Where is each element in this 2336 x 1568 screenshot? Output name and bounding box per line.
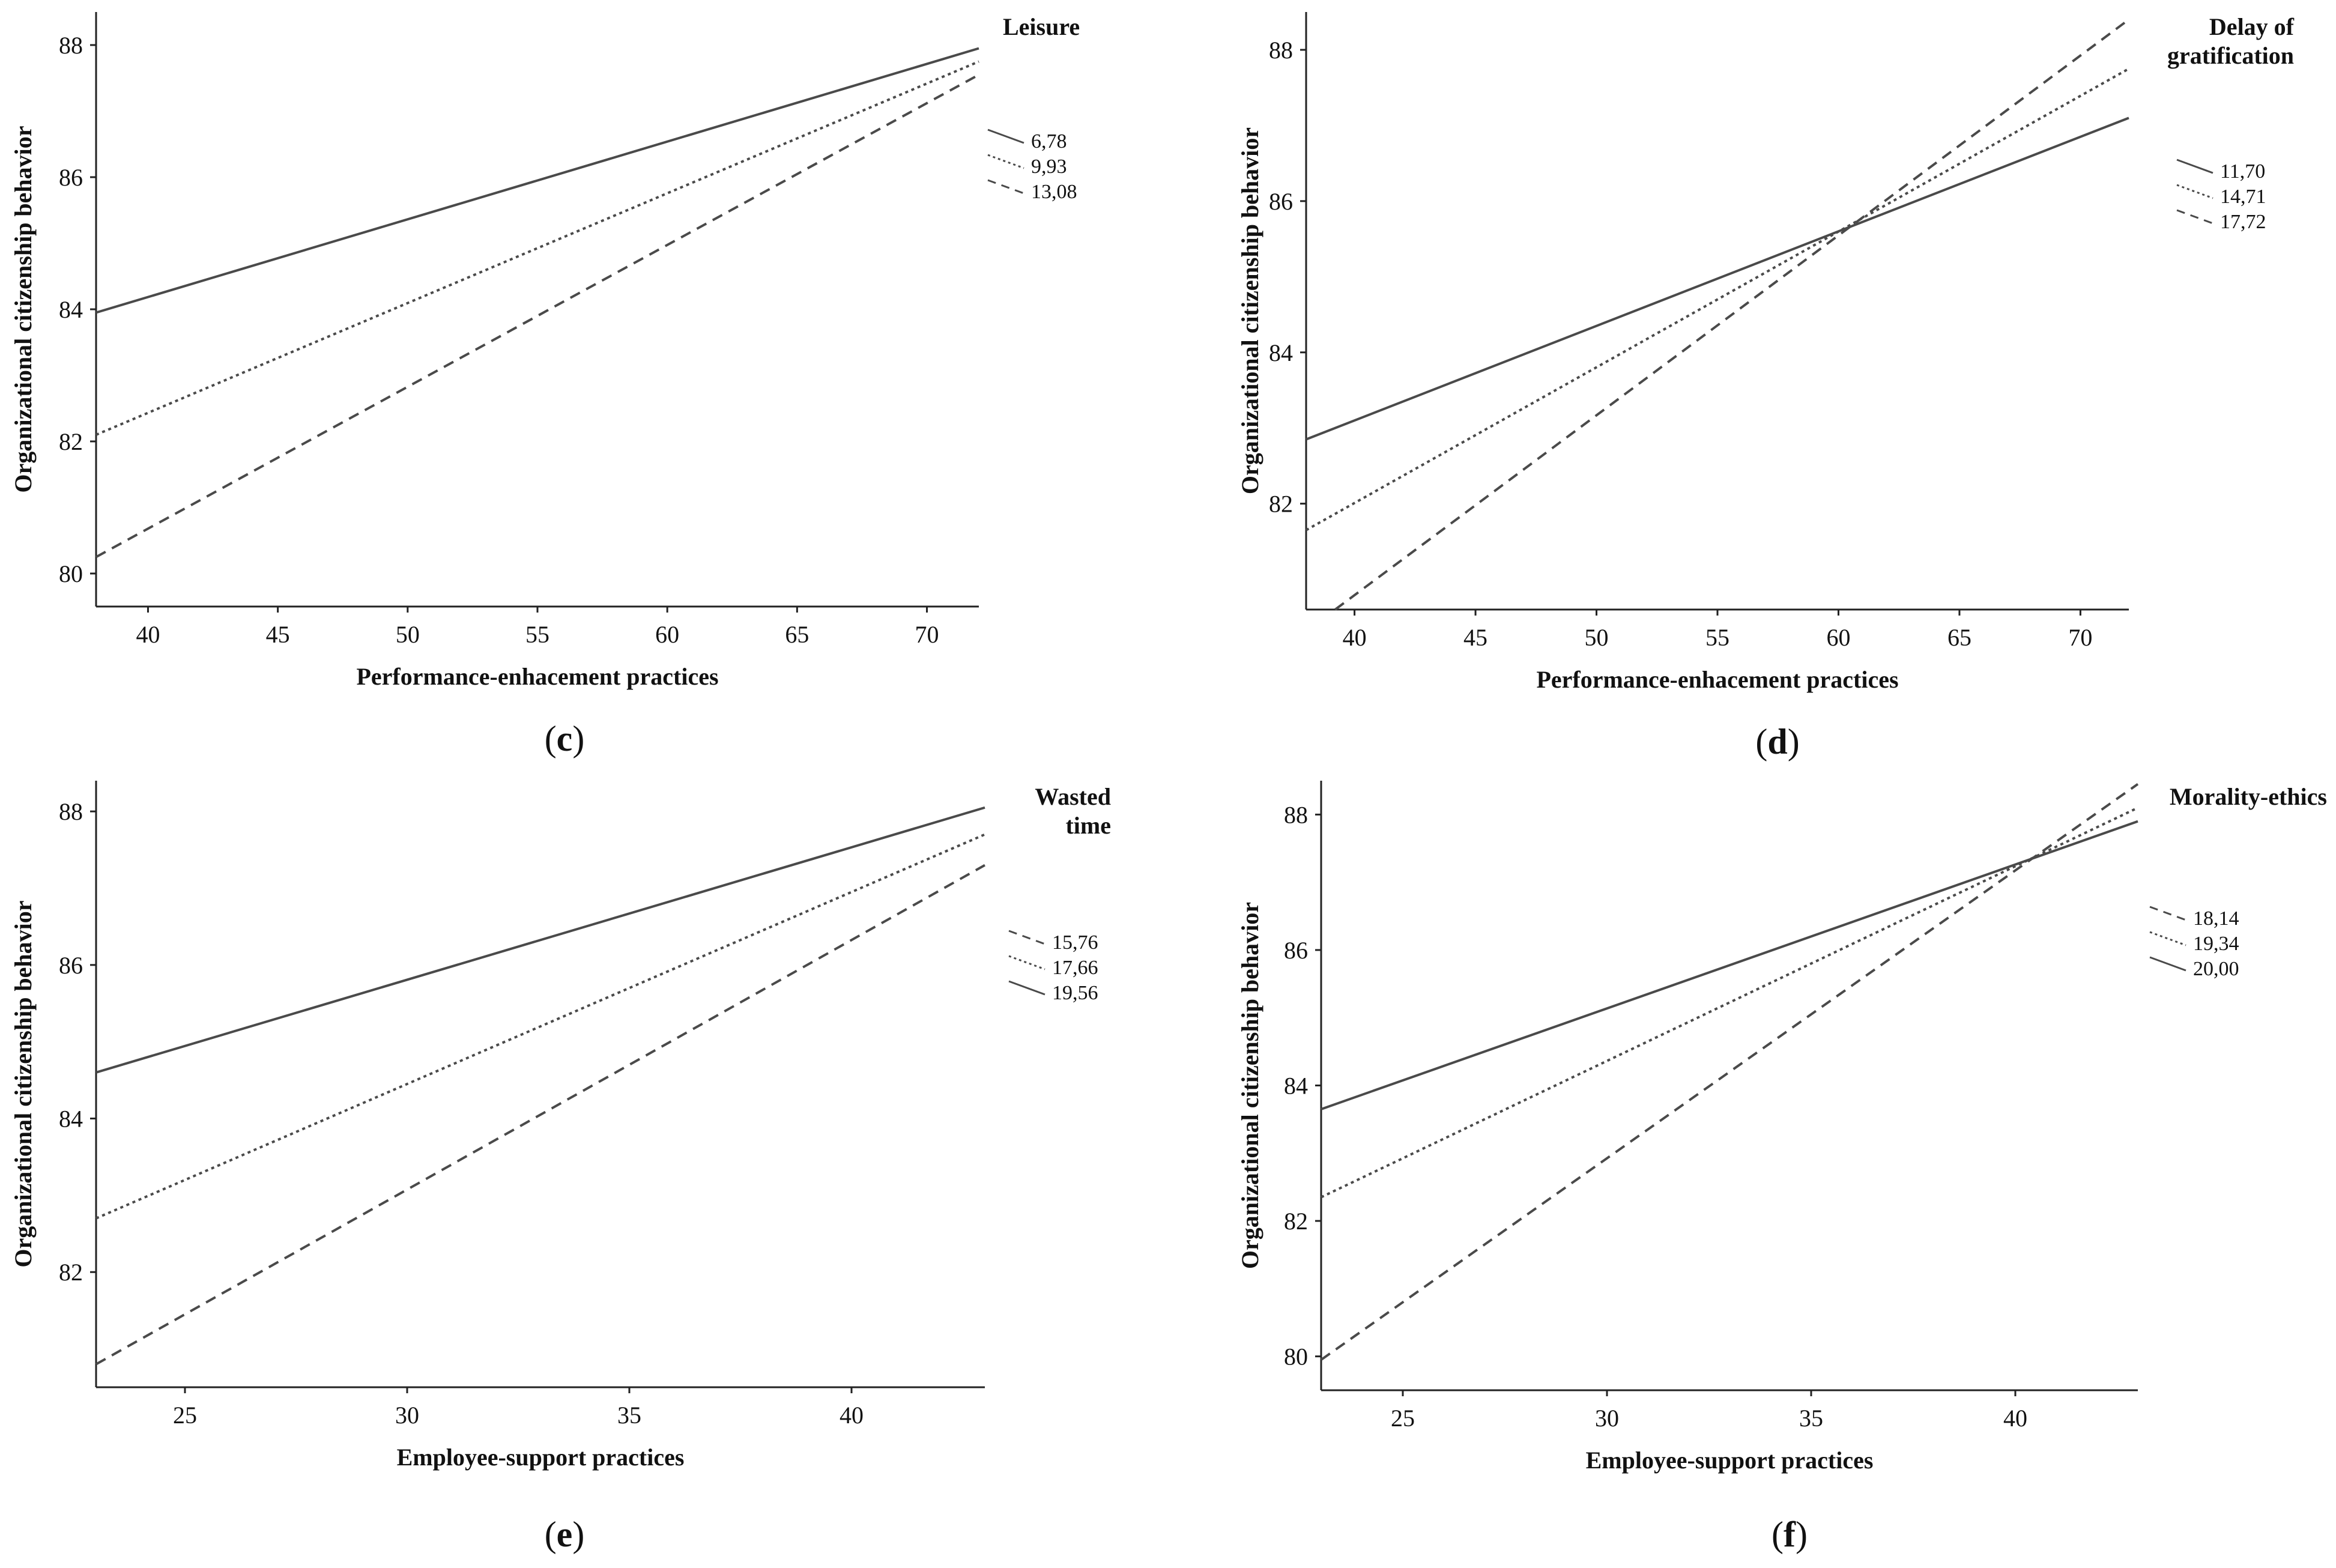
- x-tick-label: 30: [1595, 1405, 1619, 1432]
- y-axis-title: Organizational citizenship behavior: [10, 900, 37, 1267]
- y-tick-label: 82: [1284, 1208, 1308, 1235]
- legend-label: 19,34: [2193, 933, 2239, 955]
- x-tick-label: 65: [785, 621, 809, 648]
- legend-label: 14,71: [2220, 186, 2266, 208]
- panel-f: 25 30 35 40 80 82 84 86 88 Employee-support pract…: [1236, 781, 2327, 1554]
- legend-swatch-dashed: [2176, 209, 2213, 225]
- y-tick-label: 86: [59, 164, 83, 191]
- panel-e: 25 30 35 40 82 84 86 88 Employee-support practic…: [10, 781, 1111, 1554]
- legend-swatch-dotted: [987, 154, 1024, 169]
- legend-swatch-dotted: [2176, 184, 2213, 199]
- x-axis-title: Performance-enhacement practices: [1536, 666, 1898, 693]
- legend-label: 19,56: [1052, 982, 1098, 1004]
- x-tick-label: 70: [915, 621, 939, 648]
- y-tick-label: 80: [1284, 1343, 1308, 1370]
- y-axis-title: Organizational citizenship behavior: [1236, 902, 1263, 1269]
- legend-label: 11,70: [2220, 160, 2265, 183]
- series-line-solid: [95, 47, 979, 314]
- legend-swatch-dashed: [2149, 906, 2186, 921]
- y-tick-label: 82: [1269, 491, 1293, 518]
- legend-title: Morality-ethics: [2170, 783, 2327, 810]
- x-axis-title: Employee-support practices: [397, 1444, 685, 1471]
- legend-title: time: [1065, 812, 1111, 839]
- x-tick-label: 35: [617, 1402, 641, 1429]
- legend-label: 6,78: [1031, 130, 1067, 153]
- panel-label: (c): [545, 719, 585, 758]
- series-line-dashed: [95, 864, 985, 1366]
- y-tick-label: 88: [1284, 801, 1308, 828]
- legend-title: Leisure: [1003, 13, 1080, 40]
- x-tick-label: 45: [1463, 624, 1487, 651]
- panel-label: (f): [1772, 1515, 1808, 1554]
- x-tick-label: 25: [1391, 1405, 1415, 1432]
- series-line-dashed: [1320, 783, 2139, 1361]
- legend-label: 13,08: [1031, 181, 1077, 203]
- x-tick-label: 40: [136, 621, 160, 648]
- y-axis-title: Organizational citizenship behavior: [1236, 127, 1263, 494]
- panel-d: 40 45 50 55 60 65 70 82 84 86 88 Performance-enhace…: [1236, 12, 2295, 761]
- y-tick-label: 84: [59, 1106, 83, 1133]
- series-line-dotted: [1306, 67, 2129, 531]
- legend-label: 17,66: [1052, 957, 1098, 979]
- x-tick-label: 35: [1799, 1405, 1823, 1432]
- x-tick-label: 50: [1585, 624, 1609, 651]
- y-tick-label: 86: [1284, 937, 1308, 964]
- y-tick-label: 84: [1269, 339, 1293, 366]
- legend-label: 9,93: [1031, 156, 1067, 178]
- y-tick-label: 82: [59, 428, 83, 455]
- y-tick-label: 86: [1269, 188, 1293, 215]
- legend-swatch-dotted: [1008, 955, 1045, 970]
- x-tick-label: 60: [655, 621, 679, 648]
- x-tick-label: 55: [525, 621, 549, 648]
- y-axis-title: Organizational citizenship behavior: [10, 126, 37, 492]
- legend-swatch-dotted: [2149, 931, 2186, 946]
- legend-swatch-dashed: [987, 179, 1024, 195]
- legend-label: 18,14: [2193, 907, 2239, 930]
- legend-title: Wasted: [1035, 783, 1111, 810]
- panel-label: (e): [545, 1515, 585, 1554]
- x-tick-label: 60: [1826, 624, 1850, 651]
- y-tick-label: 82: [59, 1259, 83, 1286]
- series-line-solid: [1321, 820, 2138, 1110]
- legend-title: gratification: [2167, 42, 2294, 69]
- legend-label: 15,76: [1052, 931, 1098, 954]
- y-tick-label: 84: [59, 296, 83, 323]
- x-tick-label: 45: [266, 621, 290, 648]
- legend-swatch-solid: [1008, 980, 1045, 996]
- legend-swatch-dashed: [1008, 930, 1045, 945]
- series-line-solid: [95, 806, 985, 1074]
- series-line-dotted: [95, 833, 985, 1220]
- y-tick-label: 88: [59, 32, 83, 59]
- x-tick-label: 40: [2003, 1405, 2027, 1432]
- series-line-dotted: [1321, 807, 2138, 1199]
- x-axis-title: Performance-enhacement practices: [356, 663, 718, 690]
- x-tick-label: 50: [396, 621, 420, 648]
- y-tick-label: 88: [59, 798, 83, 825]
- y-tick-label: 88: [1269, 37, 1293, 64]
- x-tick-label: 70: [2068, 624, 2092, 651]
- x-tick-label: 65: [1947, 624, 1971, 651]
- series-line-solid: [1306, 117, 2129, 441]
- x-tick-label: 55: [1705, 624, 1729, 651]
- series-line-dashed: [1334, 18, 2130, 611]
- y-tick-label: 80: [59, 560, 83, 587]
- panel-label: (d): [1755, 722, 1799, 761]
- y-tick-label: 84: [1284, 1073, 1308, 1100]
- series-line-dashed: [95, 73, 979, 558]
- panel-c: 40 45 50 55 60 65 70 80 82 84 86 88 Performance-enha…: [10, 12, 1080, 758]
- y-tick-label: 86: [59, 952, 83, 979]
- x-tick-label: 25: [173, 1402, 197, 1429]
- x-tick-label: 30: [395, 1402, 419, 1429]
- legend-swatch-solid: [987, 129, 1024, 144]
- x-tick-label: 40: [840, 1402, 864, 1429]
- series-line-dotted: [95, 60, 979, 436]
- legend-label: 17,72: [2220, 211, 2266, 233]
- legend-swatch-solid: [2149, 956, 2186, 972]
- legend-swatch-solid: [2176, 159, 2213, 174]
- x-axis-title: Employee-support practices: [1586, 1447, 1874, 1474]
- x-tick-label: 40: [1343, 624, 1367, 651]
- legend-label: 20,00: [2193, 958, 2239, 980]
- legend-title: Delay of: [2209, 13, 2295, 40]
